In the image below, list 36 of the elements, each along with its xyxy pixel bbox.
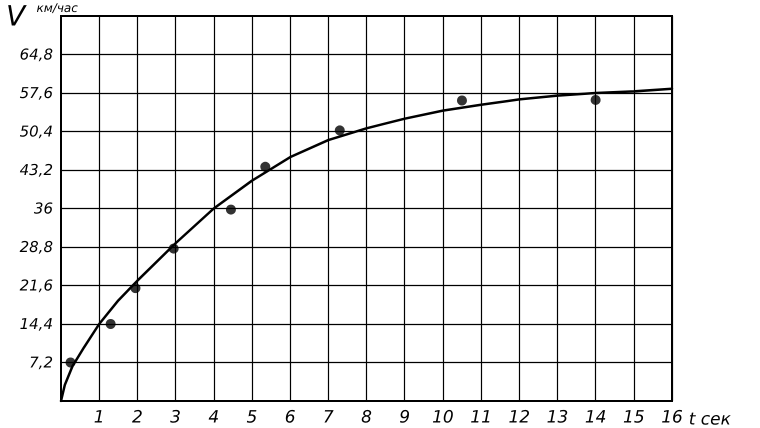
y-tick-label: 7,2 [29, 354, 53, 372]
point [130, 283, 140, 294]
x-tick-label: 16 [661, 408, 683, 428]
x-tick-label: 4 [208, 408, 220, 428]
x-tick-label: 6 [284, 408, 296, 428]
y-tick-label: 64,8 [20, 46, 53, 64]
point [106, 319, 116, 329]
x-tick-label: 5 [246, 408, 258, 428]
x-tick-label: 11 [470, 408, 492, 428]
y-tick-label: 21,6 [20, 276, 53, 294]
y-axis-title: V км/час [6, 0, 78, 32]
point [456, 95, 467, 106]
x-axis-title: t сек [688, 410, 732, 428]
y-tick-label: 57,6 [20, 84, 53, 102]
x-tick-label: 15 [622, 408, 645, 428]
x-tick-label: 3 [170, 408, 181, 428]
x-tick-label: 7 [322, 408, 334, 428]
x-tick-label: 10 [432, 408, 454, 428]
x-tick-label: 2 [132, 408, 143, 428]
point [590, 94, 601, 105]
x-tick-label: 1 [94, 408, 105, 428]
x-tick-label: 14 [584, 408, 606, 428]
x-tick-label: 12 [508, 408, 530, 428]
y-tick-label: 43,2 [20, 161, 53, 179]
y-tick-label: 50,4 [20, 122, 53, 140]
x-tick-label: 8 [361, 408, 372, 428]
point [168, 244, 179, 254]
point [66, 358, 76, 368]
y-tick-label: 28,8 [20, 238, 53, 256]
point [260, 162, 270, 172]
x-tick-label: 9 [399, 408, 410, 428]
y-tick-label: 36 [34, 200, 53, 218]
y-tick-label: 14,4 [20, 315, 53, 333]
x-tick-label: 13 [546, 408, 568, 428]
point [226, 204, 236, 215]
point [334, 125, 345, 136]
